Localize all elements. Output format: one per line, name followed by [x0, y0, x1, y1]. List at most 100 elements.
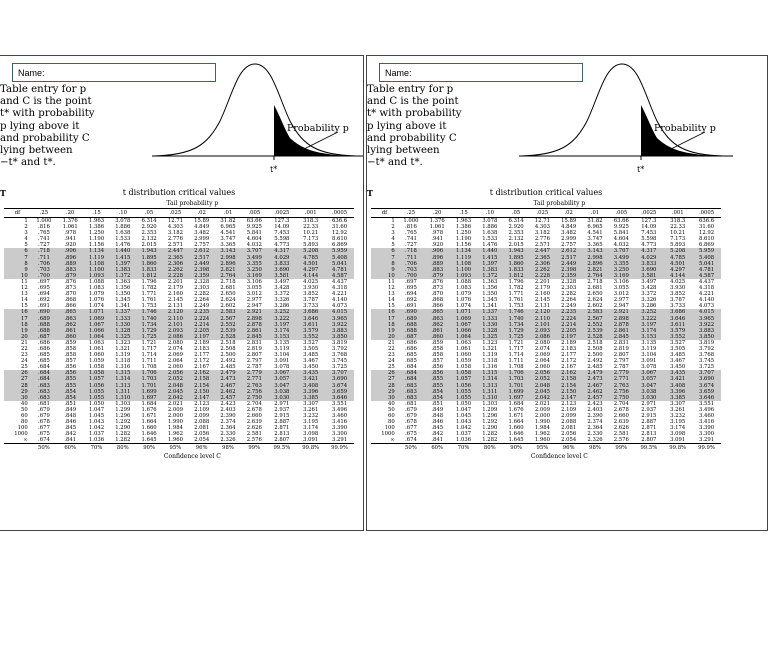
table-label: T [0, 188, 6, 198]
value-cell: 2.807 [613, 352, 629, 359]
value-cell: 3.482 [561, 230, 577, 237]
value-cell: 2.896 [581, 260, 609, 267]
value-cell: 1.093 [450, 272, 477, 279]
value-cell: 3.707 [325, 370, 354, 377]
value-cell: 2.167 [561, 364, 577, 371]
value-cell: 1.056 [83, 382, 110, 389]
table-row: 3 .765 .978 1.250 1.638 2.353 3.182 3.482 4.541 5… [4, 230, 354, 236]
df-cell: 10 [4, 272, 31, 279]
value-cell: .845 [64, 425, 77, 432]
value-cell: 3.286 [641, 303, 657, 310]
df-cell: 4 [391, 236, 395, 243]
df-cell: 29 [371, 388, 398, 395]
value-cell: 1.376 [62, 218, 78, 224]
column-header-row: df .25.20.15.10.05.025.02.01.005.0025.001… [4, 208, 354, 218]
value-cell: 12.71 [167, 218, 183, 224]
table-row: ∞ .674 .841 1.036 1.282 1.645 1.960 2.054 2.326 2… [4, 437, 354, 444]
value-cell: 2.977 [613, 297, 629, 304]
value-cell: 1.771 [141, 291, 157, 298]
table-row: 23 .685 .858 1.060 1.319 1.714 2.069 2.177 2.500… [4, 352, 354, 358]
value-cell: 2.898 [241, 315, 268, 322]
value-cell: 1.316 [482, 364, 498, 371]
df-cell: 18 [4, 321, 31, 328]
table-row: 29.683.854 1.055 1.311 1.699 2.045 2.150 2.462… [371, 388, 721, 395]
confidence-cell: 70% [83, 443, 110, 453]
intro-text: Table entry for p and C is the point t* … [0, 84, 125, 169]
value-cell: 1.415 [476, 254, 503, 261]
value-cell: 1.962 [167, 431, 183, 438]
value-cell: 1.319 [482, 352, 498, 359]
value-cell: 1.645 [141, 437, 157, 444]
value-cell: 1.282 [115, 437, 131, 444]
value-cell: .870 [431, 291, 444, 298]
value-cell: 2.861 [608, 327, 635, 334]
value-cell: 2.492 [587, 358, 603, 365]
value-cell: 1.282 [115, 431, 131, 438]
value-cell: 3.195 [670, 419, 686, 426]
value-cell: 5.041 [692, 260, 721, 267]
value-cell: .681 [38, 400, 50, 407]
value-cell: 1.330 [476, 321, 503, 328]
value-cell: 3.098 [670, 431, 686, 438]
value-cell: 3.252 [634, 309, 664, 316]
value-cell: 2.056 [194, 431, 210, 438]
value-cell: 1.000 [403, 218, 419, 224]
value-cell: 1.386 [455, 224, 472, 231]
column-header: .05 [502, 208, 530, 218]
value-cell: 3.792 [698, 345, 715, 352]
value-cell: 636.6 [331, 218, 348, 224]
value-cell: 3.551 [698, 400, 715, 407]
value-cell: 1.063 [455, 339, 472, 346]
value-cell: 4.318 [331, 285, 348, 292]
value-cell: .906 [424, 248, 451, 255]
value-cell: 1.060 [88, 352, 105, 359]
value-cell: 5.893 [303, 242, 319, 249]
column-header: .0025 [267, 208, 297, 218]
value-cell: 1.000 [36, 218, 52, 224]
value-cell: 2.757 [561, 242, 577, 249]
value-cell: 1.962 [534, 431, 550, 438]
value-cell: 2.123 [561, 400, 577, 407]
value-cell: 3.467 [670, 358, 686, 365]
value-cell: 1.050 [455, 400, 472, 407]
value-cell: 2.718 [220, 278, 236, 285]
value-cell: 2.756 [241, 388, 268, 395]
value-cell: .858 [64, 352, 77, 359]
confidence-caption-row: Confidence level C [371, 452, 721, 461]
value-cell: 2.080 [167, 339, 183, 346]
value-cell: 3.197 [634, 321, 664, 328]
df-cell: 100 [384, 425, 395, 432]
value-cell: 4.025 [303, 278, 319, 285]
value-cell: 3.197 [267, 321, 297, 328]
value-cell: .978 [64, 230, 77, 237]
df-cell: 2 [24, 224, 28, 231]
value-cell: 3.232 [670, 413, 686, 419]
value-cell: 1.706 [135, 370, 163, 377]
value-cell: 2.479 [214, 370, 242, 377]
value-cell: .856 [431, 364, 444, 371]
value-cell: 2.088 [194, 419, 210, 426]
value-cell: 5.959 [325, 248, 354, 255]
value-cell: 2.462 [581, 388, 609, 395]
shaded-tail-area [274, 105, 356, 156]
value-cell: 31.82 [220, 218, 236, 224]
value-cell: 1.796 [508, 278, 524, 285]
value-cell: 1.058 [455, 364, 472, 371]
value-cell: 1.296 [115, 413, 131, 419]
value-cell: .687 [30, 333, 58, 340]
value-cell: 2.201 [167, 278, 183, 285]
df-cell: 11 [388, 278, 395, 285]
value-cell: .686 [405, 345, 417, 352]
value-cell: 3.355 [241, 260, 268, 267]
value-cell: 1.045 [455, 413, 472, 419]
value-cell: 1.761 [508, 297, 524, 304]
name-field[interactable]: Name: [379, 63, 583, 82]
value-cell: .689 [30, 315, 58, 322]
column-header: .025 [162, 208, 189, 218]
value-cell: 4.437 [698, 278, 715, 285]
value-cell: 1.315 [109, 370, 136, 377]
value-cell: .703 [30, 266, 58, 273]
value-cell: 3.222 [634, 315, 664, 322]
name-field[interactable]: Name: [12, 63, 216, 82]
value-cell: 2.306 [529, 260, 556, 267]
